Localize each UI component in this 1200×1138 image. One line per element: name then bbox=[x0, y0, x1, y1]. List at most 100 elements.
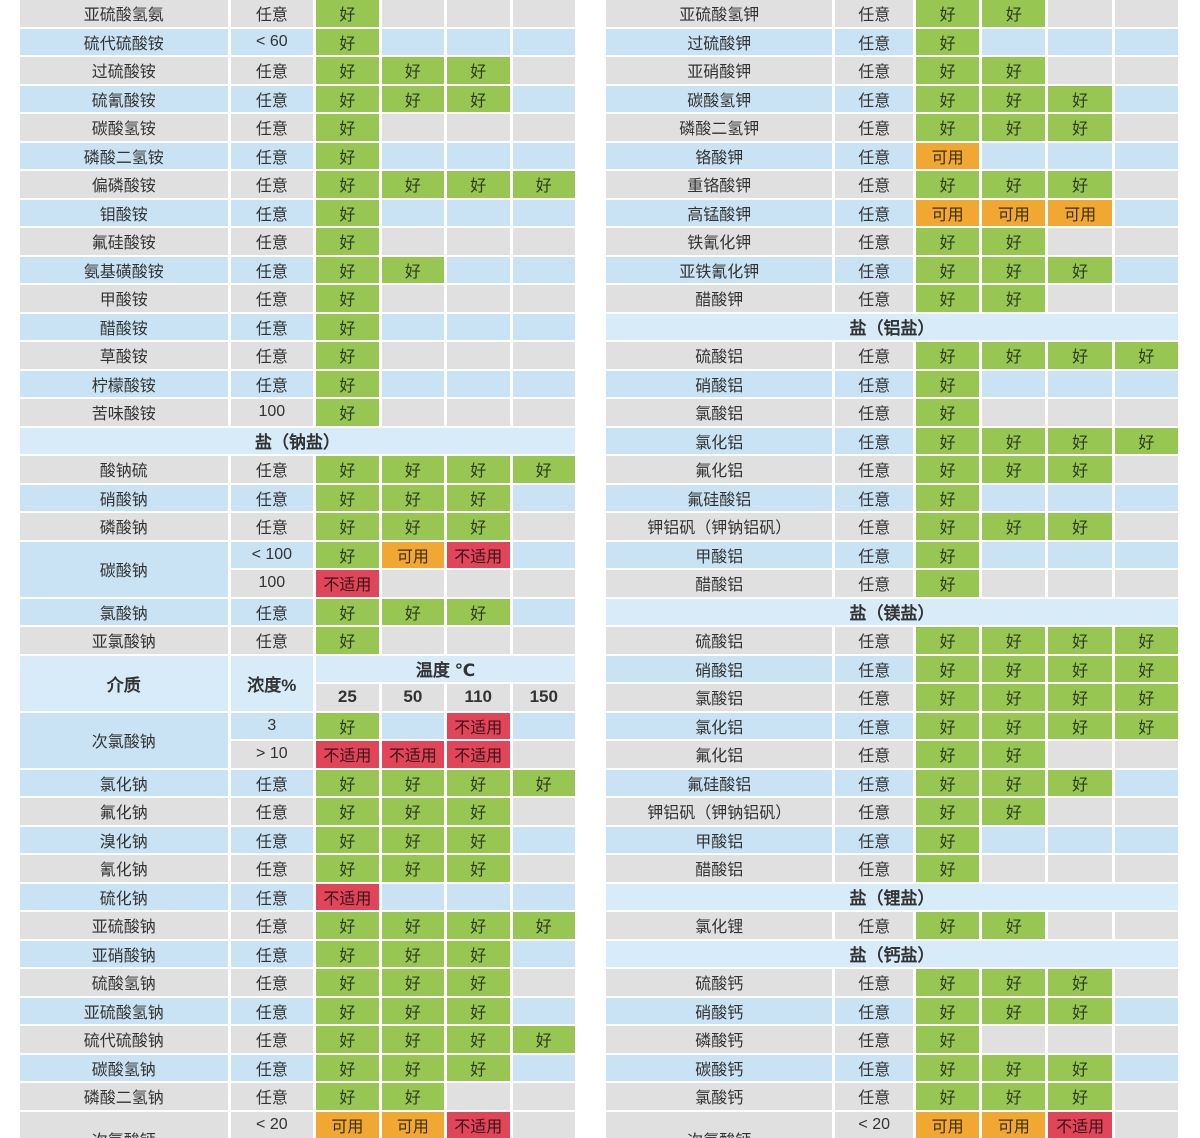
concentration-cell: 任意 bbox=[230, 912, 314, 939]
rating-cell: 好 bbox=[316, 997, 379, 1024]
table-row: 硫酸铝 任意好好好好 bbox=[606, 342, 1178, 369]
rating-cell: 好 bbox=[982, 1054, 1046, 1081]
concentration-cell: 任意 bbox=[835, 712, 913, 739]
rating-cell: 好 bbox=[982, 456, 1046, 483]
rating-cell-empty bbox=[1114, 741, 1178, 768]
substance-name-cell: 碳酸钙 bbox=[606, 1054, 833, 1081]
rating-cell: 好 bbox=[915, 114, 980, 141]
rating-cell-empty bbox=[447, 570, 510, 597]
substance-name-cell: 次氯酸钙 bbox=[20, 1111, 228, 1138]
table-row: 过硫酸钾 任意好 bbox=[606, 28, 1178, 55]
rating-cell-empty bbox=[982, 142, 1046, 169]
concentration-cell: < 20 bbox=[230, 1111, 314, 1138]
section-header: 盐（钙盐） bbox=[606, 940, 1178, 967]
rating-cell: 好 bbox=[982, 912, 1046, 939]
table-row: 醋酸铵 任意好 bbox=[20, 313, 575, 340]
rating-cell: 好 bbox=[915, 28, 980, 55]
concentration-cell: 任意 bbox=[835, 855, 913, 882]
rating-cell: 好 bbox=[447, 1054, 510, 1081]
rating-cell: 好 bbox=[316, 798, 379, 825]
rating-cell: 好 bbox=[982, 1083, 1046, 1110]
concentration-cell: 任意 bbox=[230, 513, 314, 540]
rating-cell-empty bbox=[512, 883, 575, 910]
rating-cell: 不适用 bbox=[447, 541, 510, 568]
substance-name-cell: 甲酸铝 bbox=[606, 541, 833, 568]
rating-cell-empty bbox=[512, 969, 575, 996]
table-row: 氟化铝 任意好好 bbox=[606, 741, 1178, 768]
concentration-cell: 任意 bbox=[835, 912, 913, 939]
rating-cell-empty bbox=[1048, 28, 1112, 55]
rating-cell: 可用 bbox=[915, 142, 980, 169]
rating-cell-empty bbox=[1048, 370, 1112, 397]
concentration-cell: 任意 bbox=[230, 57, 314, 84]
substance-name-cell: 氯化钠 bbox=[20, 769, 228, 796]
rating-cell-empty bbox=[447, 399, 510, 426]
rating-cell: 好 bbox=[1114, 655, 1178, 682]
substance-name-cell: 氟化铝 bbox=[606, 456, 833, 483]
rating-cell: 可用 bbox=[1048, 199, 1112, 226]
concentration-cell: 任意 bbox=[230, 85, 314, 112]
rating-cell: 好 bbox=[316, 541, 379, 568]
rating-cell: 好 bbox=[316, 1026, 379, 1053]
section-row: 盐（镁盐） bbox=[606, 598, 1178, 625]
rating-cell: 好 bbox=[982, 85, 1046, 112]
rating-cell-empty bbox=[1114, 28, 1178, 55]
substance-name-cell: 次氯酸钙 bbox=[606, 1111, 833, 1138]
rating-cell-empty bbox=[1114, 456, 1178, 483]
rating-cell: 好 bbox=[447, 456, 510, 483]
rating-cell: 好 bbox=[1048, 684, 1112, 711]
substance-name-cell: 甲酸铝 bbox=[606, 826, 833, 853]
rating-cell: 好 bbox=[381, 85, 445, 112]
substance-name-cell: 硫酸铝 bbox=[606, 342, 833, 369]
substance-name-cell: 碳酸氢铵 bbox=[20, 114, 228, 141]
rating-cell: 好 bbox=[1048, 427, 1112, 454]
temperature-header: 温度 ℃ bbox=[316, 655, 575, 682]
substance-name-cell: 铬酸钾 bbox=[606, 142, 833, 169]
concentration-cell: 任意 bbox=[230, 598, 314, 625]
rating-cell: 好 bbox=[316, 370, 379, 397]
substance-name-cell: 过硫酸钾 bbox=[606, 28, 833, 55]
rating-cell: 好 bbox=[915, 684, 980, 711]
table-row: 亚硝酸钾 任意好好 bbox=[606, 57, 1178, 84]
rating-cell: 好 bbox=[915, 370, 980, 397]
concentration-cell: 任意 bbox=[230, 285, 314, 312]
rating-cell: 好 bbox=[1048, 1054, 1112, 1081]
table-row: 碳酸氢铵 任意好 bbox=[20, 114, 575, 141]
rating-cell: 可用 bbox=[381, 1111, 445, 1138]
rating-cell-empty bbox=[1114, 199, 1178, 226]
rating-cell-empty bbox=[1048, 57, 1112, 84]
concentration-cell: 任意 bbox=[835, 513, 913, 540]
rating-cell-empty bbox=[447, 883, 510, 910]
rating-cell-empty bbox=[1114, 997, 1178, 1024]
rating-cell: 好 bbox=[915, 769, 980, 796]
rating-cell: 好 bbox=[447, 598, 510, 625]
rating-cell: 好 bbox=[915, 1054, 980, 1081]
substance-name-cell: 氯酸铝 bbox=[606, 399, 833, 426]
table-row: 碳酸钙 任意好好好 bbox=[606, 1054, 1178, 1081]
table-row: 亚硝酸钠 任意好好好 bbox=[20, 940, 575, 967]
rating-cell: 好 bbox=[982, 997, 1046, 1024]
rating-cell: 好 bbox=[381, 798, 445, 825]
rating-cell-empty bbox=[447, 370, 510, 397]
substance-name-cell: 硫化钠 bbox=[20, 883, 228, 910]
rating-cell: 好 bbox=[381, 769, 445, 796]
substance-name-cell: 磷酸钙 bbox=[606, 1026, 833, 1053]
rating-cell-empty bbox=[1114, 256, 1178, 283]
rating-cell: 好 bbox=[447, 855, 510, 882]
rating-cell-empty bbox=[381, 399, 445, 426]
substance-name-cell: 磷酸二氢钾 bbox=[606, 114, 833, 141]
table-body-right: 亚硫酸氢钾 任意好好过硫酸钾 任意好亚硝酸钾 任意好好碳酸氢钾 任意好好好磷酸二氢钾 任意… bbox=[606, 0, 1178, 1138]
rating-cell: 好 bbox=[381, 912, 445, 939]
table-row: 铁氰化钾 任意好好 bbox=[606, 228, 1178, 255]
concentration-cell: 任意 bbox=[835, 769, 913, 796]
table-row: 100 不适用 bbox=[20, 570, 575, 597]
concentration-cell: 任意 bbox=[230, 997, 314, 1024]
table-row: 亚硫酸氢钾 任意好好 bbox=[606, 0, 1178, 27]
table-row: 硫化钠 任意 不适用 bbox=[20, 883, 575, 910]
concentration-cell: 任意 bbox=[230, 370, 314, 397]
rating-cell: 好 bbox=[915, 855, 980, 882]
concentration-cell: 100 bbox=[230, 570, 314, 597]
substance-name-cell: 氯酸钠 bbox=[20, 598, 228, 625]
concentration-cell: 任意 bbox=[835, 1026, 913, 1053]
concentration-cell: 任意 bbox=[230, 1083, 314, 1110]
